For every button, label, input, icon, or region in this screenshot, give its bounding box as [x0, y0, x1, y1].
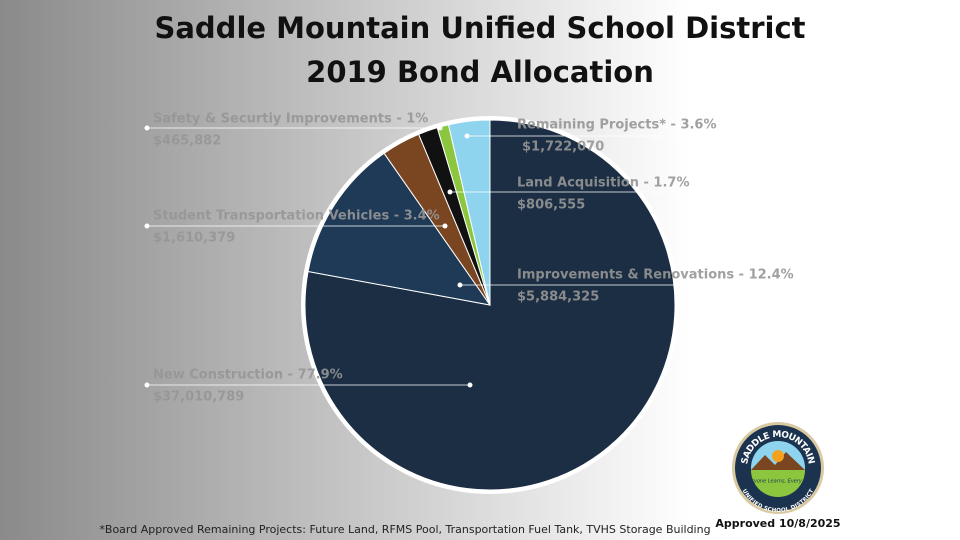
pie	[301, 116, 679, 494]
leader-dot	[144, 125, 150, 131]
slice-amount: $465,882	[153, 134, 221, 149]
leader-dot	[765, 189, 771, 195]
slice-amount: $806,555	[517, 198, 585, 213]
leader-dot	[437, 125, 443, 131]
logo: SADDLE MOUNTAIN UNIFIED SCHOOL DISTRICT …	[732, 422, 824, 514]
leader-dot	[144, 382, 150, 388]
leader-dot	[464, 133, 470, 139]
labels: New Construction - 77.9% $37,010,789 Impro…	[144, 112, 794, 405]
leader-dot	[757, 133, 763, 139]
logo-tagline: Everyone Learns, Every Day	[743, 479, 815, 485]
chart-subtitle: 2019 Bond Allocation	[306, 55, 654, 89]
slice-label: Improvements & Renovations - 12.4%	[517, 268, 794, 283]
slice-label: New Construction - 77.9%	[153, 368, 343, 383]
chart-title: Saddle Mountain Unified School District	[154, 11, 805, 45]
logo-mountain	[751, 452, 805, 470]
leader-dot	[457, 282, 463, 288]
slice-amount: $5,884,325	[517, 290, 599, 305]
slice-amount: $37,010,789	[153, 390, 244, 405]
pie-slice	[307, 152, 492, 306]
slice-label: Remaining Projects* - 3.6%	[517, 118, 717, 133]
leader-dot	[144, 223, 150, 229]
footnote: *Board Approved Remaining Projects: Futu…	[99, 523, 710, 536]
leader-dot	[447, 189, 453, 195]
leader-dot	[467, 382, 473, 388]
approved-date: Approved 10/8/2025	[715, 517, 840, 530]
slice-label: Student Transportation Vehicles - 3.4%	[153, 209, 440, 224]
slice-label: Land Acquisition - 1.7%	[517, 176, 689, 191]
slice-amount: $1,722,070	[522, 140, 604, 155]
logo-sun	[772, 450, 784, 462]
slice-label: Safety & Securtiy Improvements - 1%	[153, 112, 428, 127]
pie-slice	[304, 119, 676, 491]
leader-dot	[442, 223, 448, 229]
slice-amount: $1,610,379	[153, 231, 235, 246]
logo-ground	[751, 470, 805, 497]
leader-dot	[779, 282, 785, 288]
pie-slice	[447, 119, 491, 306]
